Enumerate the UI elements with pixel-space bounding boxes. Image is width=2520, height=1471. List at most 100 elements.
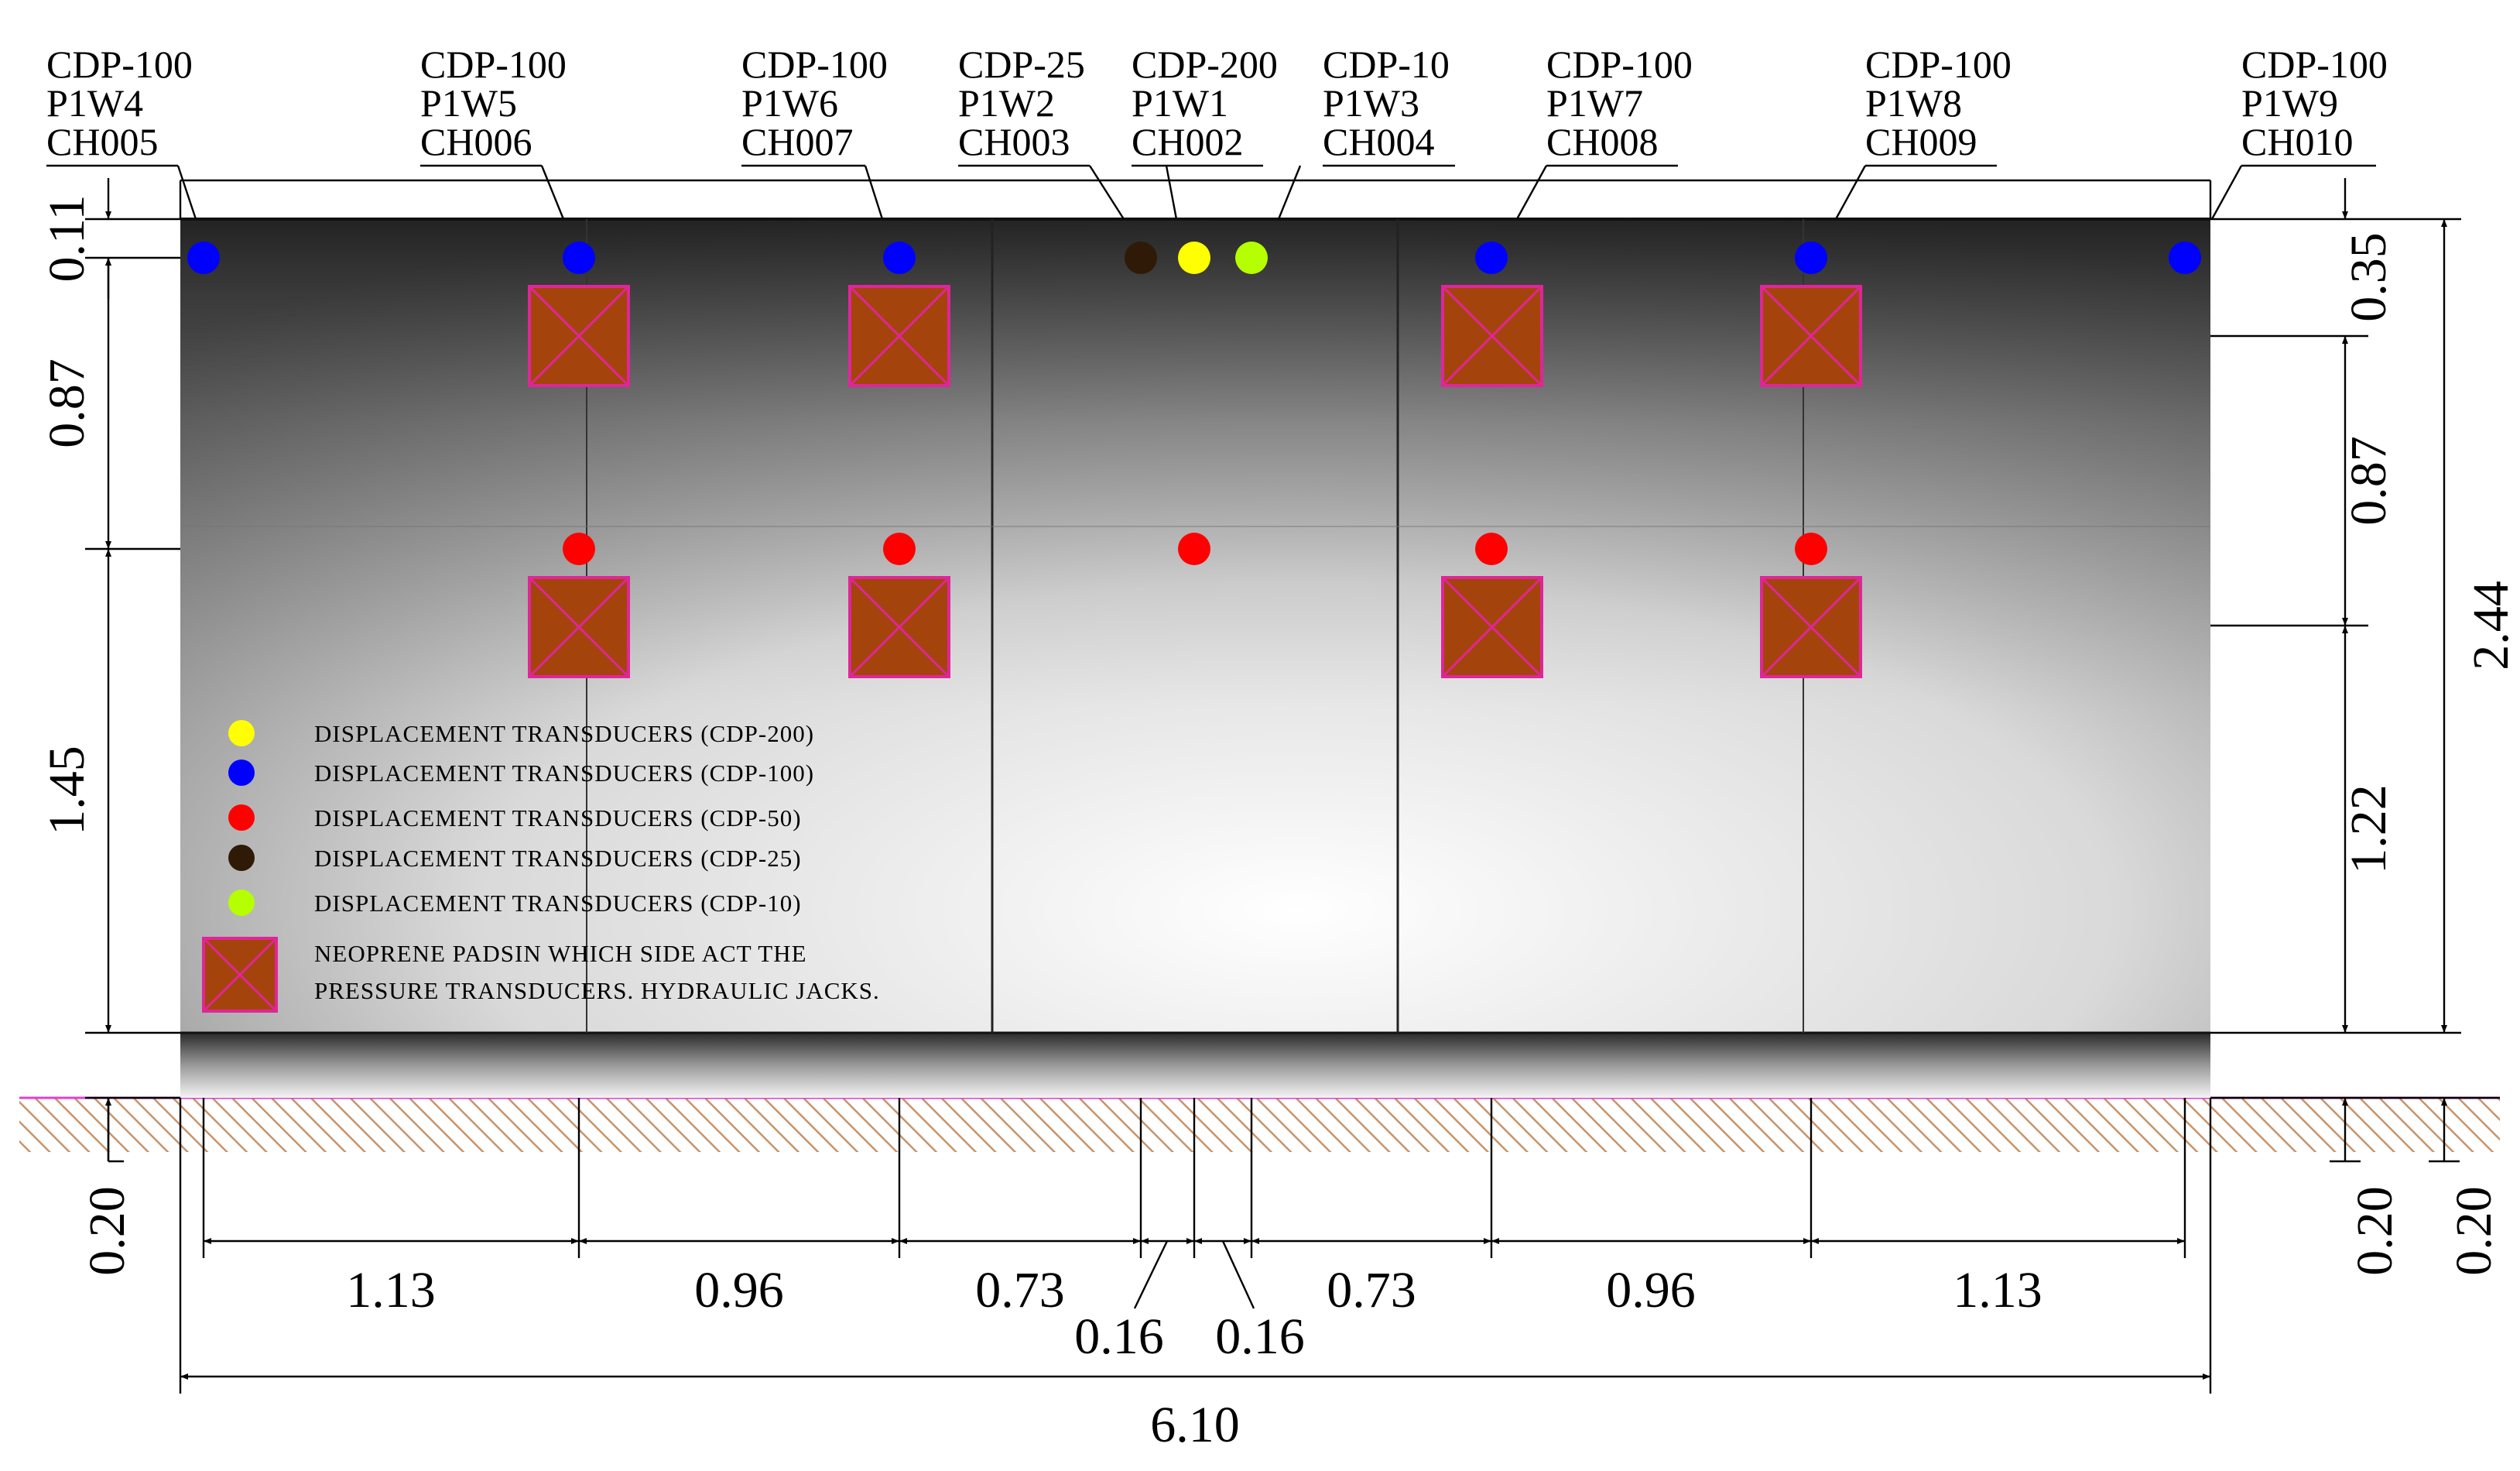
transducer-cdp50 — [1475, 533, 1508, 565]
wall-panel — [180, 218, 2210, 1034]
svg-text:P1W3: P1W3 — [1323, 81, 1419, 125]
soil-ground — [19, 1096, 2500, 1152]
svg-text:CDP-100: CDP-100 — [1865, 43, 2012, 86]
legend-item-cdp25: DISPLACEMENT TRANSDUCERS (CDP-25) — [314, 845, 802, 872]
dim-1-13-left: 1.13 — [346, 1262, 436, 1318]
legend-swatch-cdp200 — [228, 720, 255, 746]
foundation-beam — [180, 1033, 2210, 1098]
transducer-cdp100-p1w9 — [2169, 242, 2201, 274]
dim-0-96-left: 0.96 — [694, 1262, 784, 1318]
svg-text:P1W9: P1W9 — [2241, 81, 2338, 125]
dim-1-13-right: 1.13 — [1953, 1262, 2042, 1318]
svg-text:CH008: CH008 — [1546, 120, 1658, 163]
neoprene-pad — [848, 285, 950, 387]
svg-text:P1W6: P1W6 — [741, 81, 838, 125]
dim-1-45: 1.45 — [39, 746, 95, 835]
transducer-cdp100-p1w8 — [1795, 242, 1827, 274]
neoprene-pads — [528, 285, 1862, 678]
legend-swatch-cdp50 — [228, 804, 255, 831]
svg-text:CH005: CH005 — [46, 120, 158, 163]
legend-item-cdp100: DISPLACEMENT TRANSDUCERS (CDP-100) — [314, 760, 814, 787]
svg-text:P1W2: P1W2 — [958, 81, 1055, 125]
dim-0-20-right-a: 0.20 — [2347, 1186, 2403, 1276]
transducer-cdp100-p1w5 — [563, 242, 595, 274]
dim-0-11: 0.11 — [39, 194, 95, 282]
legend-swatch-pad — [202, 937, 278, 1013]
legend-swatch-cdp100 — [228, 760, 255, 786]
right-dimensions: 0.35 0.87 1.22 2.44 0.20 0.20 — [2210, 178, 2519, 1276]
neoprene-pad — [1441, 285, 1543, 387]
transducer-cdp25-p1w2 — [1125, 242, 1157, 274]
bottom-dimensions: 1.13 0.96 0.73 0.16 0.16 0.73 0.96 1.13 … — [179, 1098, 2212, 1453]
legend-swatch-cdp25 — [228, 845, 255, 871]
svg-text:CDP-100: CDP-100 — [2241, 43, 2388, 86]
svg-text:CDP-100: CDP-100 — [46, 43, 193, 86]
dim-0-35: 0.35 — [2340, 232, 2397, 322]
dim-0-73-right: 0.73 — [1327, 1262, 1416, 1318]
svg-text:CH007: CH007 — [741, 120, 853, 163]
dim-0-16-right: 0.16 — [1215, 1308, 1305, 1365]
transducer-cdp200-p1w1 — [1178, 242, 1210, 274]
neoprene-pad — [1760, 285, 1862, 387]
transducers — [187, 242, 2201, 565]
transducer-cdp100-p1w4 — [187, 242, 220, 274]
dim-0-96-right: 0.96 — [1606, 1262, 1696, 1318]
legend-pad-line2: PRESSURE TRANSDUCERS. HYDRAULIC JACKS. — [314, 977, 880, 1004]
dim-0-87-left: 0.87 — [39, 358, 95, 448]
svg-text:P1W4: P1W4 — [46, 81, 143, 125]
transducer-cdp100-p1w7 — [1475, 242, 1508, 274]
transducer-cdp50 — [883, 533, 916, 565]
neoprene-pad — [528, 285, 630, 387]
svg-text:CH004: CH004 — [1323, 120, 1434, 163]
neoprene-pad — [528, 576, 630, 678]
legend-item-cdp50: DISPLACEMENT TRANSDUCERS (CDP-50) — [314, 804, 802, 832]
legend-swatch-cdp10 — [228, 890, 255, 916]
svg-text:CH009: CH009 — [1865, 120, 1977, 163]
svg-text:P1W5: P1W5 — [420, 81, 517, 125]
svg-text:P1W8: P1W8 — [1865, 81, 1962, 125]
svg-text:P1W7: P1W7 — [1546, 81, 1643, 125]
legend: DISPLACEMENT TRANSDUCERS (CDP-200) DISPL… — [202, 720, 880, 1013]
dim-0-73-left: 0.73 — [975, 1262, 1065, 1318]
svg-text:P1W1: P1W1 — [1132, 81, 1228, 125]
svg-text:CDP-10: CDP-10 — [1323, 43, 1450, 86]
dim-2-44: 2.44 — [2463, 581, 2519, 670]
svg-text:CDP-100: CDP-100 — [420, 43, 567, 86]
dim-total-6-10: 6.10 — [1150, 1397, 1240, 1453]
transducer-cdp50 — [1795, 533, 1827, 565]
svg-text:CH003: CH003 — [958, 120, 1070, 163]
dim-0-16-left: 0.16 — [1074, 1308, 1164, 1365]
left-dimensions: 0.11 0.87 1.45 0.20 — [39, 178, 180, 1276]
dim-1-22: 1.22 — [2340, 784, 2397, 874]
dim-0-20-right-b: 0.20 — [2446, 1186, 2502, 1276]
transducer-cdp50 — [563, 533, 595, 565]
svg-text:CDP-25: CDP-25 — [958, 43, 1085, 86]
transducer-cdp10-p1w3 — [1235, 242, 1268, 274]
svg-text:CH002: CH002 — [1132, 120, 1243, 163]
transducer-cdp100-p1w6 — [883, 242, 916, 274]
neoprene-pad — [848, 576, 950, 678]
svg-text:CDP-100: CDP-100 — [741, 43, 888, 86]
transducer-cdp50 — [1178, 533, 1210, 565]
svg-text:CH006: CH006 — [420, 120, 532, 163]
svg-text:CDP-100: CDP-100 — [1546, 43, 1693, 86]
legend-pad-line1: NEOPRENE PADSIN WHICH SIDE ACT THE — [314, 940, 807, 967]
dim-0-87-right: 0.87 — [2340, 436, 2397, 526]
svg-text:CH010: CH010 — [2241, 120, 2353, 163]
svg-text:CDP-200: CDP-200 — [1132, 43, 1278, 86]
legend-item-cdp10: DISPLACEMENT TRANSDUCERS (CDP-10) — [314, 890, 802, 917]
neoprene-pad — [1441, 576, 1543, 678]
neoprene-pad — [1760, 576, 1862, 678]
legend-item-cdp200: DISPLACEMENT TRANSDUCERS (CDP-200) — [314, 720, 814, 747]
